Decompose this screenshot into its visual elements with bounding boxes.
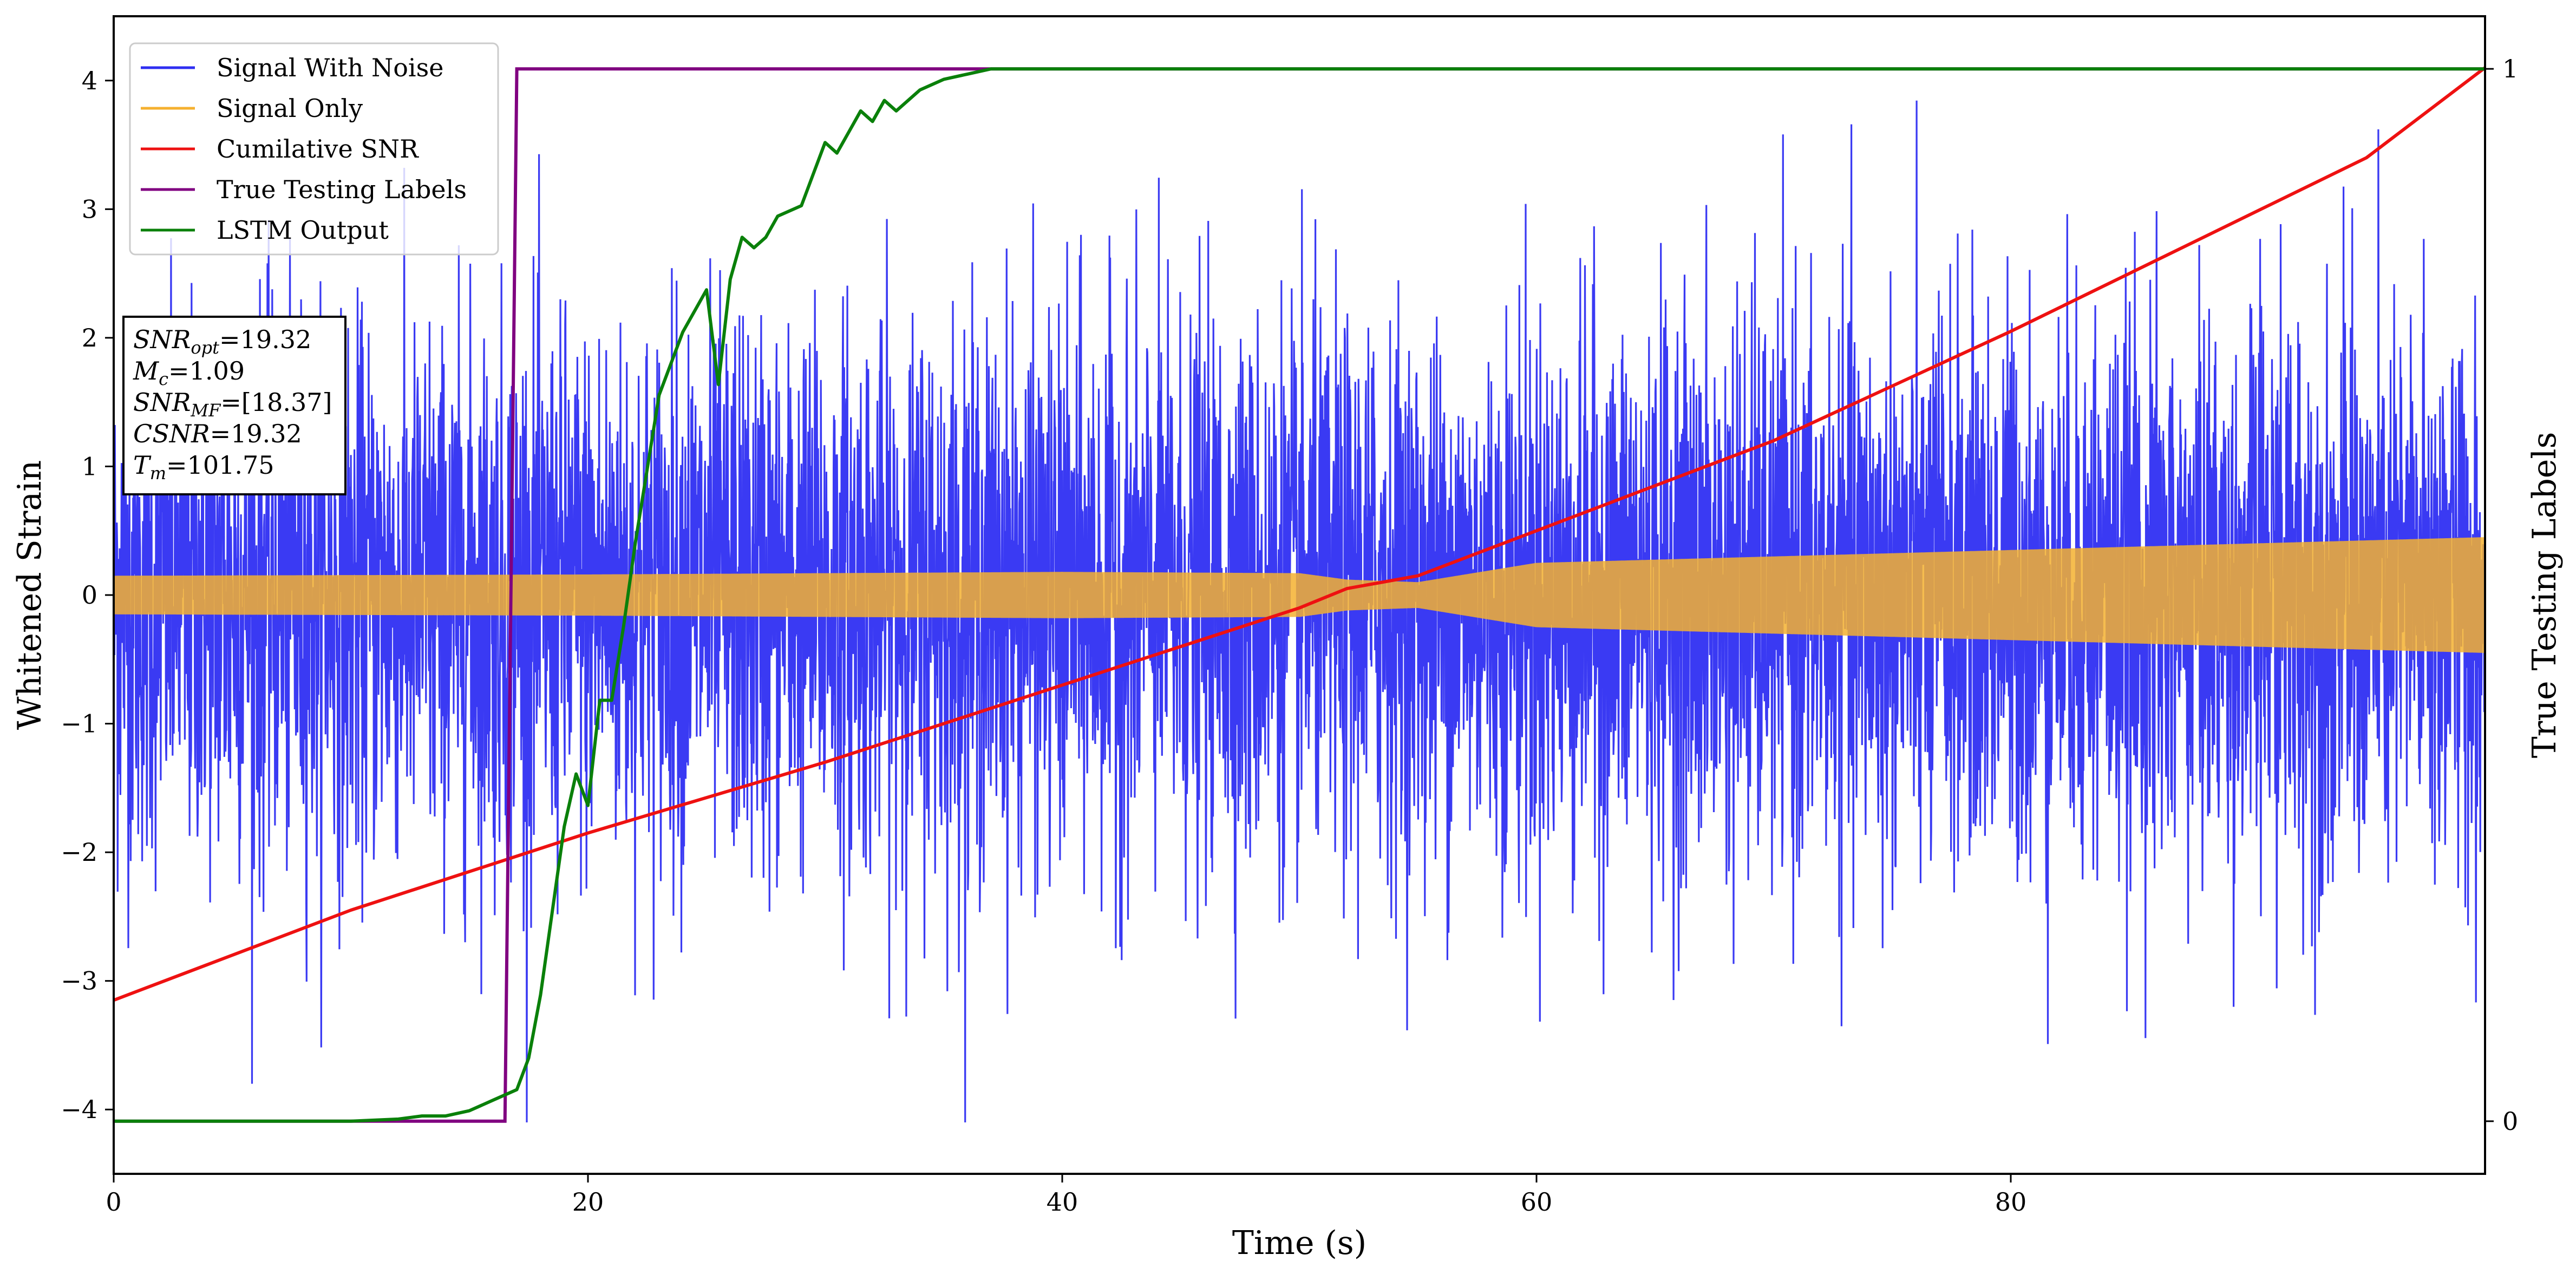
legend-label: LSTM Output	[217, 215, 389, 245]
annotation-line: Mc=1.09	[133, 356, 245, 389]
y-tick-label: −1	[61, 709, 97, 739]
y-tick-label: −4	[61, 1095, 97, 1124]
x-tick-label: 40	[1047, 1187, 1078, 1217]
y-tick-label: −2	[61, 838, 97, 867]
x-tick-label: 20	[572, 1187, 604, 1217]
y-tick-label: 1	[82, 452, 97, 481]
y-tick-label: 3	[82, 194, 97, 224]
y-tick-label: 0	[82, 580, 97, 610]
annotation-line: SNRMF=[18.37]	[133, 388, 332, 421]
series-cumulative-snr	[114, 66, 2485, 1002]
x-tick-label: 80	[1995, 1187, 2027, 1217]
y2-tick-label: 1	[2502, 54, 2518, 83]
x-axis-title: Time (s)	[1232, 1224, 1367, 1262]
legend-label: Signal With Noise	[217, 53, 443, 82]
annotation-box: SNRopt=19.32Mc=1.09SNRMF=[18.37]CSNR=19.…	[122, 316, 346, 495]
y2-tick-label: 0	[2502, 1107, 2518, 1136]
annotation-line: CSNR=19.32	[133, 419, 302, 448]
series-signal-only	[114, 537, 2485, 653]
y2-axis-title: True Testing Labels	[2526, 432, 2564, 759]
legend-label: Signal Only	[217, 94, 363, 123]
y-tick-label: 4	[82, 66, 97, 95]
legend: Signal With Noise Signal Only Cumilative S…	[129, 42, 499, 256]
annotation-line: Tm=101.75	[133, 450, 274, 484]
annotation-line: SNRopt=19.32	[133, 325, 311, 358]
y-axis-title: Whitened Strain	[11, 460, 49, 730]
annotation-frame	[122, 316, 346, 495]
legend-box	[129, 42, 499, 256]
x-tick-label: 60	[1521, 1187, 1553, 1217]
y-tick-label: 2	[82, 323, 97, 352]
legend-label: True Testing Labels	[217, 175, 467, 204]
plot-area	[114, 66, 2485, 1123]
x-tick-label: 0	[106, 1187, 121, 1217]
y-tick-label: −3	[61, 966, 97, 996]
legend-label: Cumilative SNR	[217, 134, 419, 164]
series-lstm-output	[114, 67, 2485, 1123]
